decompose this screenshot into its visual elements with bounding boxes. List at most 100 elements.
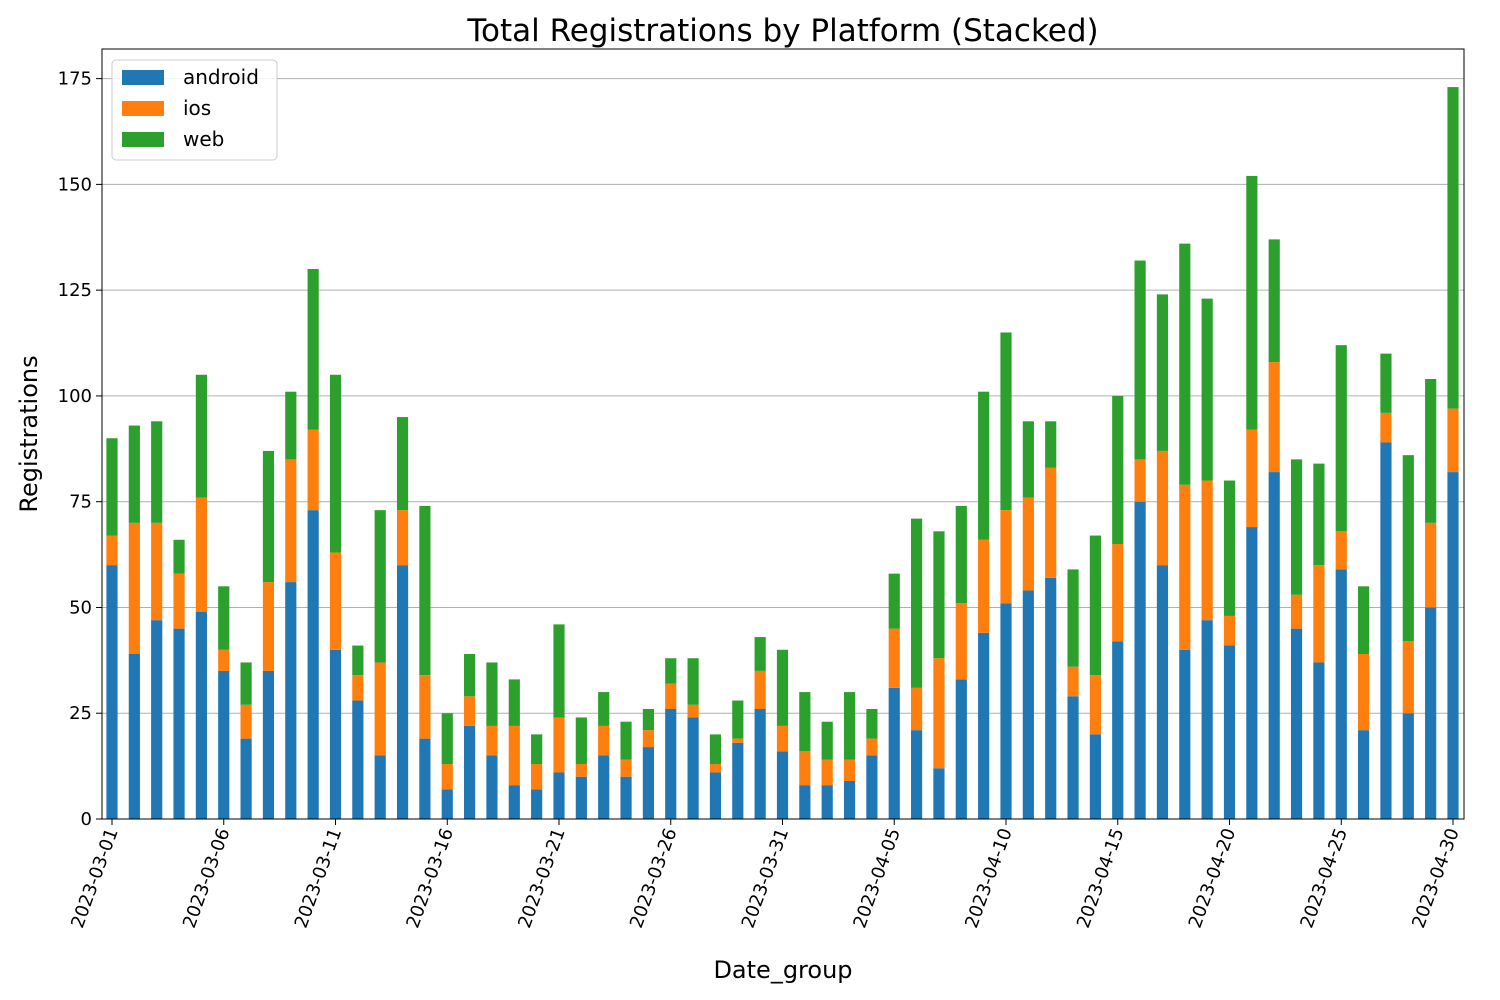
bar-android-2023-03-01 <box>106 565 117 819</box>
bar-android-2023-04-11 <box>1023 591 1034 819</box>
bar-ios-2023-03-05 <box>196 497 207 611</box>
bar-ios-2023-03-30 <box>755 671 766 709</box>
bar-web-2023-03-08 <box>263 451 274 582</box>
bar-android-2023-04-29 <box>1425 607 1436 819</box>
bar-ios-2023-04-05 <box>889 629 900 688</box>
bar-ios-2023-04-02 <box>822 760 833 785</box>
bar-android-2023-03-12 <box>352 701 363 819</box>
bar-web-2023-04-08 <box>956 506 967 603</box>
bar-ios-2023-03-15 <box>419 675 430 738</box>
x-tick-label-7: 2023-04-05 <box>849 826 905 931</box>
bar-android-2023-03-15 <box>419 739 430 819</box>
bar-ios-2023-03-10 <box>308 430 319 510</box>
x-tick-label-12: 2023-04-30 <box>1408 826 1464 931</box>
bar-android-2023-03-24 <box>620 777 631 819</box>
bar-ios-2023-04-15 <box>1112 544 1123 641</box>
bar-web-2023-04-07 <box>933 531 944 658</box>
bar-android-2023-03-22 <box>576 777 587 819</box>
bar-web-2023-04-06 <box>911 519 922 688</box>
bar-ios-2023-03-19 <box>509 726 520 785</box>
bar-web-2023-03-19 <box>509 679 520 726</box>
bar-android-2023-04-09 <box>978 633 989 819</box>
bar-ios-2023-04-29 <box>1425 523 1436 608</box>
bar-android-2023-04-23 <box>1291 629 1302 819</box>
y-axis: 0255075100125150175 <box>58 69 102 830</box>
bar-ios-2023-03-24 <box>620 760 631 777</box>
y-tick-label-2: 50 <box>69 597 92 618</box>
bar-web-2023-04-21 <box>1246 176 1257 430</box>
bar-web-2023-04-10 <box>1000 332 1011 510</box>
bar-ios-2023-03-13 <box>375 662 386 755</box>
bar-android-2023-03-14 <box>397 565 408 819</box>
bar-web-2023-03-04 <box>173 540 184 574</box>
bar-android-2023-04-27 <box>1380 442 1391 819</box>
bar-ios-2023-04-22 <box>1269 362 1280 472</box>
bar-ios-2023-03-01 <box>106 536 117 566</box>
bar-web-2023-03-26 <box>665 658 676 683</box>
bar-ios-2023-04-17 <box>1157 451 1168 565</box>
bar-web-2023-04-17 <box>1157 294 1168 451</box>
bar-android-2023-03-28 <box>710 772 721 819</box>
bar-ios-2023-04-20 <box>1224 616 1235 646</box>
bar-web-2023-04-18 <box>1179 244 1190 485</box>
bar-ios-2023-03-27 <box>688 705 699 718</box>
bar-web-2023-03-30 <box>755 637 766 671</box>
bar-web-2023-03-10 <box>308 269 319 430</box>
bar-web-2023-04-04 <box>866 709 877 739</box>
bar-android-2023-03-29 <box>732 743 743 819</box>
bar-web-2023-03-14 <box>397 417 408 510</box>
bar-ios-2023-03-31 <box>777 726 788 751</box>
bar-android-2023-03-17 <box>464 726 475 819</box>
bar-android-2023-04-22 <box>1269 472 1280 819</box>
bar-android-2023-03-18 <box>486 756 497 819</box>
bar-web-2023-03-29 <box>732 701 743 739</box>
bar-ios-2023-03-29 <box>732 739 743 743</box>
bar-web-2023-03-28 <box>710 734 721 764</box>
bar-android-2023-04-07 <box>933 768 944 819</box>
bar-web-2023-04-19 <box>1202 299 1213 481</box>
legend: androidiosweb <box>112 60 277 160</box>
bar-android-2023-03-19 <box>509 785 520 819</box>
bar-android-2023-04-15 <box>1112 641 1123 819</box>
bar-ios-2023-04-10 <box>1000 510 1011 603</box>
legend-swatch-web <box>122 132 164 147</box>
bar-web-2023-03-22 <box>576 717 587 764</box>
bar-android-2023-04-18 <box>1179 650 1190 819</box>
bar-web-2023-04-29 <box>1425 379 1436 523</box>
bar-android-2023-04-14 <box>1090 734 1101 819</box>
bar-android-2023-03-02 <box>129 654 140 819</box>
bar-web-2023-04-13 <box>1067 569 1078 666</box>
bar-ios-2023-04-19 <box>1202 481 1213 621</box>
bar-ios-2023-03-25 <box>643 730 654 747</box>
bar-ios-2023-04-04 <box>866 739 877 756</box>
bar-web-2023-04-20 <box>1224 481 1235 616</box>
bar-web-2023-03-23 <box>598 692 609 726</box>
bar-ios-2023-04-03 <box>844 760 855 781</box>
bar-ios-2023-03-03 <box>151 523 162 620</box>
bar-android-2023-03-11 <box>330 650 341 819</box>
bar-ios-2023-04-08 <box>956 603 967 679</box>
bar-android-2023-04-21 <box>1246 527 1257 819</box>
x-axis: 2023-03-01 2023-03-06 2023-03-11 2023-03-16… <box>67 819 1464 931</box>
bar-ios-2023-03-16 <box>442 764 453 789</box>
y-tick-label-7: 175 <box>58 69 92 90</box>
y-tick-label-1: 25 <box>69 703 92 724</box>
x-tick-label-11: 2023-04-25 <box>1296 826 1352 931</box>
x-tick-label-3: 2023-03-16 <box>402 826 458 931</box>
bar-ios-2023-04-26 <box>1358 654 1369 730</box>
bar-ios-2023-03-07 <box>241 705 252 739</box>
x-tick-label-5: 2023-03-26 <box>626 826 682 931</box>
bar-android-2023-04-30 <box>1447 472 1458 819</box>
x-tick-label-4: 2023-03-21 <box>514 826 570 931</box>
bar-web-2023-03-16 <box>442 713 453 764</box>
bar-android-2023-04-28 <box>1403 713 1414 819</box>
y-tick-label-3: 75 <box>69 492 92 513</box>
bar-web-2023-03-09 <box>285 392 296 460</box>
x-tick-label-2: 2023-03-11 <box>291 826 347 931</box>
bar-ios-2023-03-26 <box>665 684 676 709</box>
bar-web-2023-04-01 <box>799 692 810 751</box>
bar-android-2023-03-03 <box>151 620 162 819</box>
bar-web-2023-03-03 <box>151 421 162 523</box>
bar-web-2023-03-07 <box>241 662 252 704</box>
bar-web-2023-04-11 <box>1023 421 1034 497</box>
